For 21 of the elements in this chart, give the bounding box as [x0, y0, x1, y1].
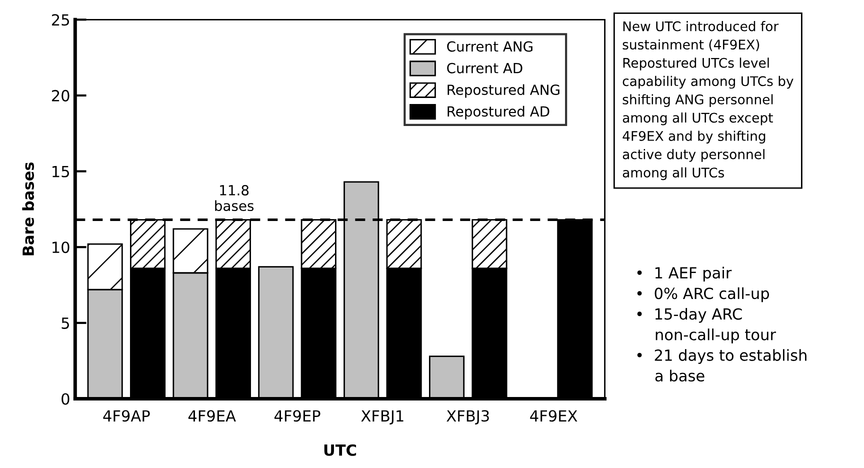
x-tick-label: 4F9EP: [274, 410, 320, 422]
legend-label: Current AD: [447, 62, 522, 74]
legend-label: Repostured AD: [448, 106, 550, 120]
y-tick-label: 5: [62, 318, 69, 329]
y-tick-label: 20: [52, 90, 70, 102]
x-tick-label: 4F9EA: [188, 410, 236, 422]
y-tick-label: 25: [52, 14, 69, 26]
y-axis-title: Bare bases: [22, 162, 34, 256]
y-tick-label: 15: [52, 166, 69, 178]
x-tick-label: XFBJ1: [361, 410, 404, 425]
legend-label: Repostured ANG: [448, 84, 560, 98]
x-tick-label: 4F9AP: [103, 410, 150, 422]
x-axis-title: UTC: [324, 444, 356, 456]
text: • 1 AEF pair • 0% ARC call-up • 15-day ARC non-call-up tour • 21 days to establish a base: [637, 266, 806, 382]
legend-label: Current ANG: [447, 41, 532, 52]
x-tick-label: XFBJ3: [446, 410, 489, 425]
y-tick-label: 0: [62, 393, 70, 405]
x-tick-label: 4F9EX: [530, 410, 578, 422]
text: New UTC introduced for sustainment (4F9EX) Repostured UTCs level capability among UTCs by shifting ANG personnel among all UTCs except 4F9EX and by shifting active duty personnel among all UTCs: [622, 21, 794, 180]
y-tick-label: 10: [52, 242, 70, 254]
ref-line-label: 11.8 bases: [215, 184, 254, 212]
